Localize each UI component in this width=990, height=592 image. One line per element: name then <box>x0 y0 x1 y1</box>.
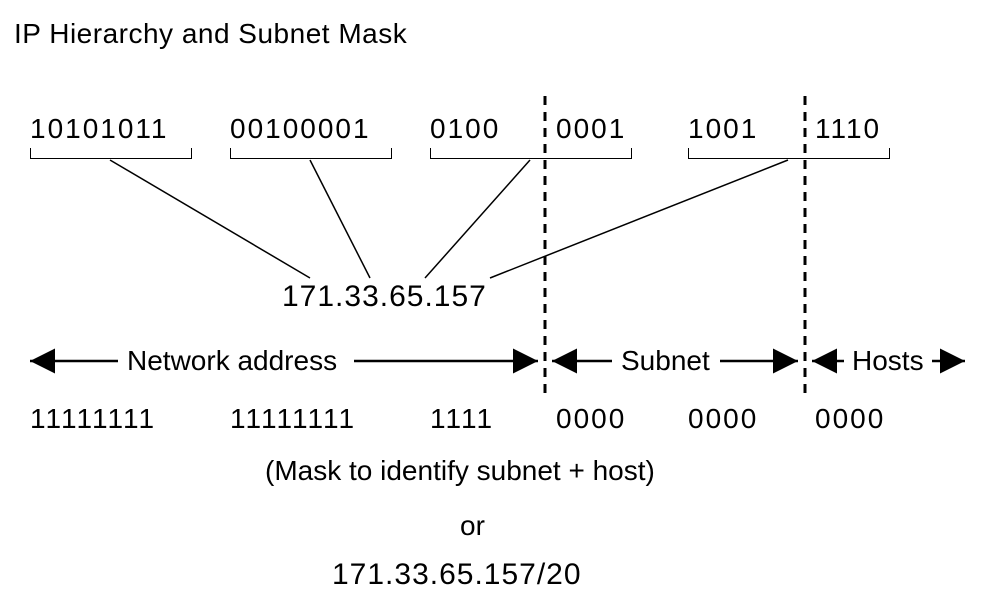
connector-1 <box>110 160 310 278</box>
connector-4 <box>490 160 788 278</box>
diagram-container: IP Hierarchy and Subnet Mask 10101011 00… <box>0 0 990 591</box>
connector-2 <box>310 160 370 278</box>
connector-3 <box>425 160 530 278</box>
diagram-svg <box>0 0 990 591</box>
